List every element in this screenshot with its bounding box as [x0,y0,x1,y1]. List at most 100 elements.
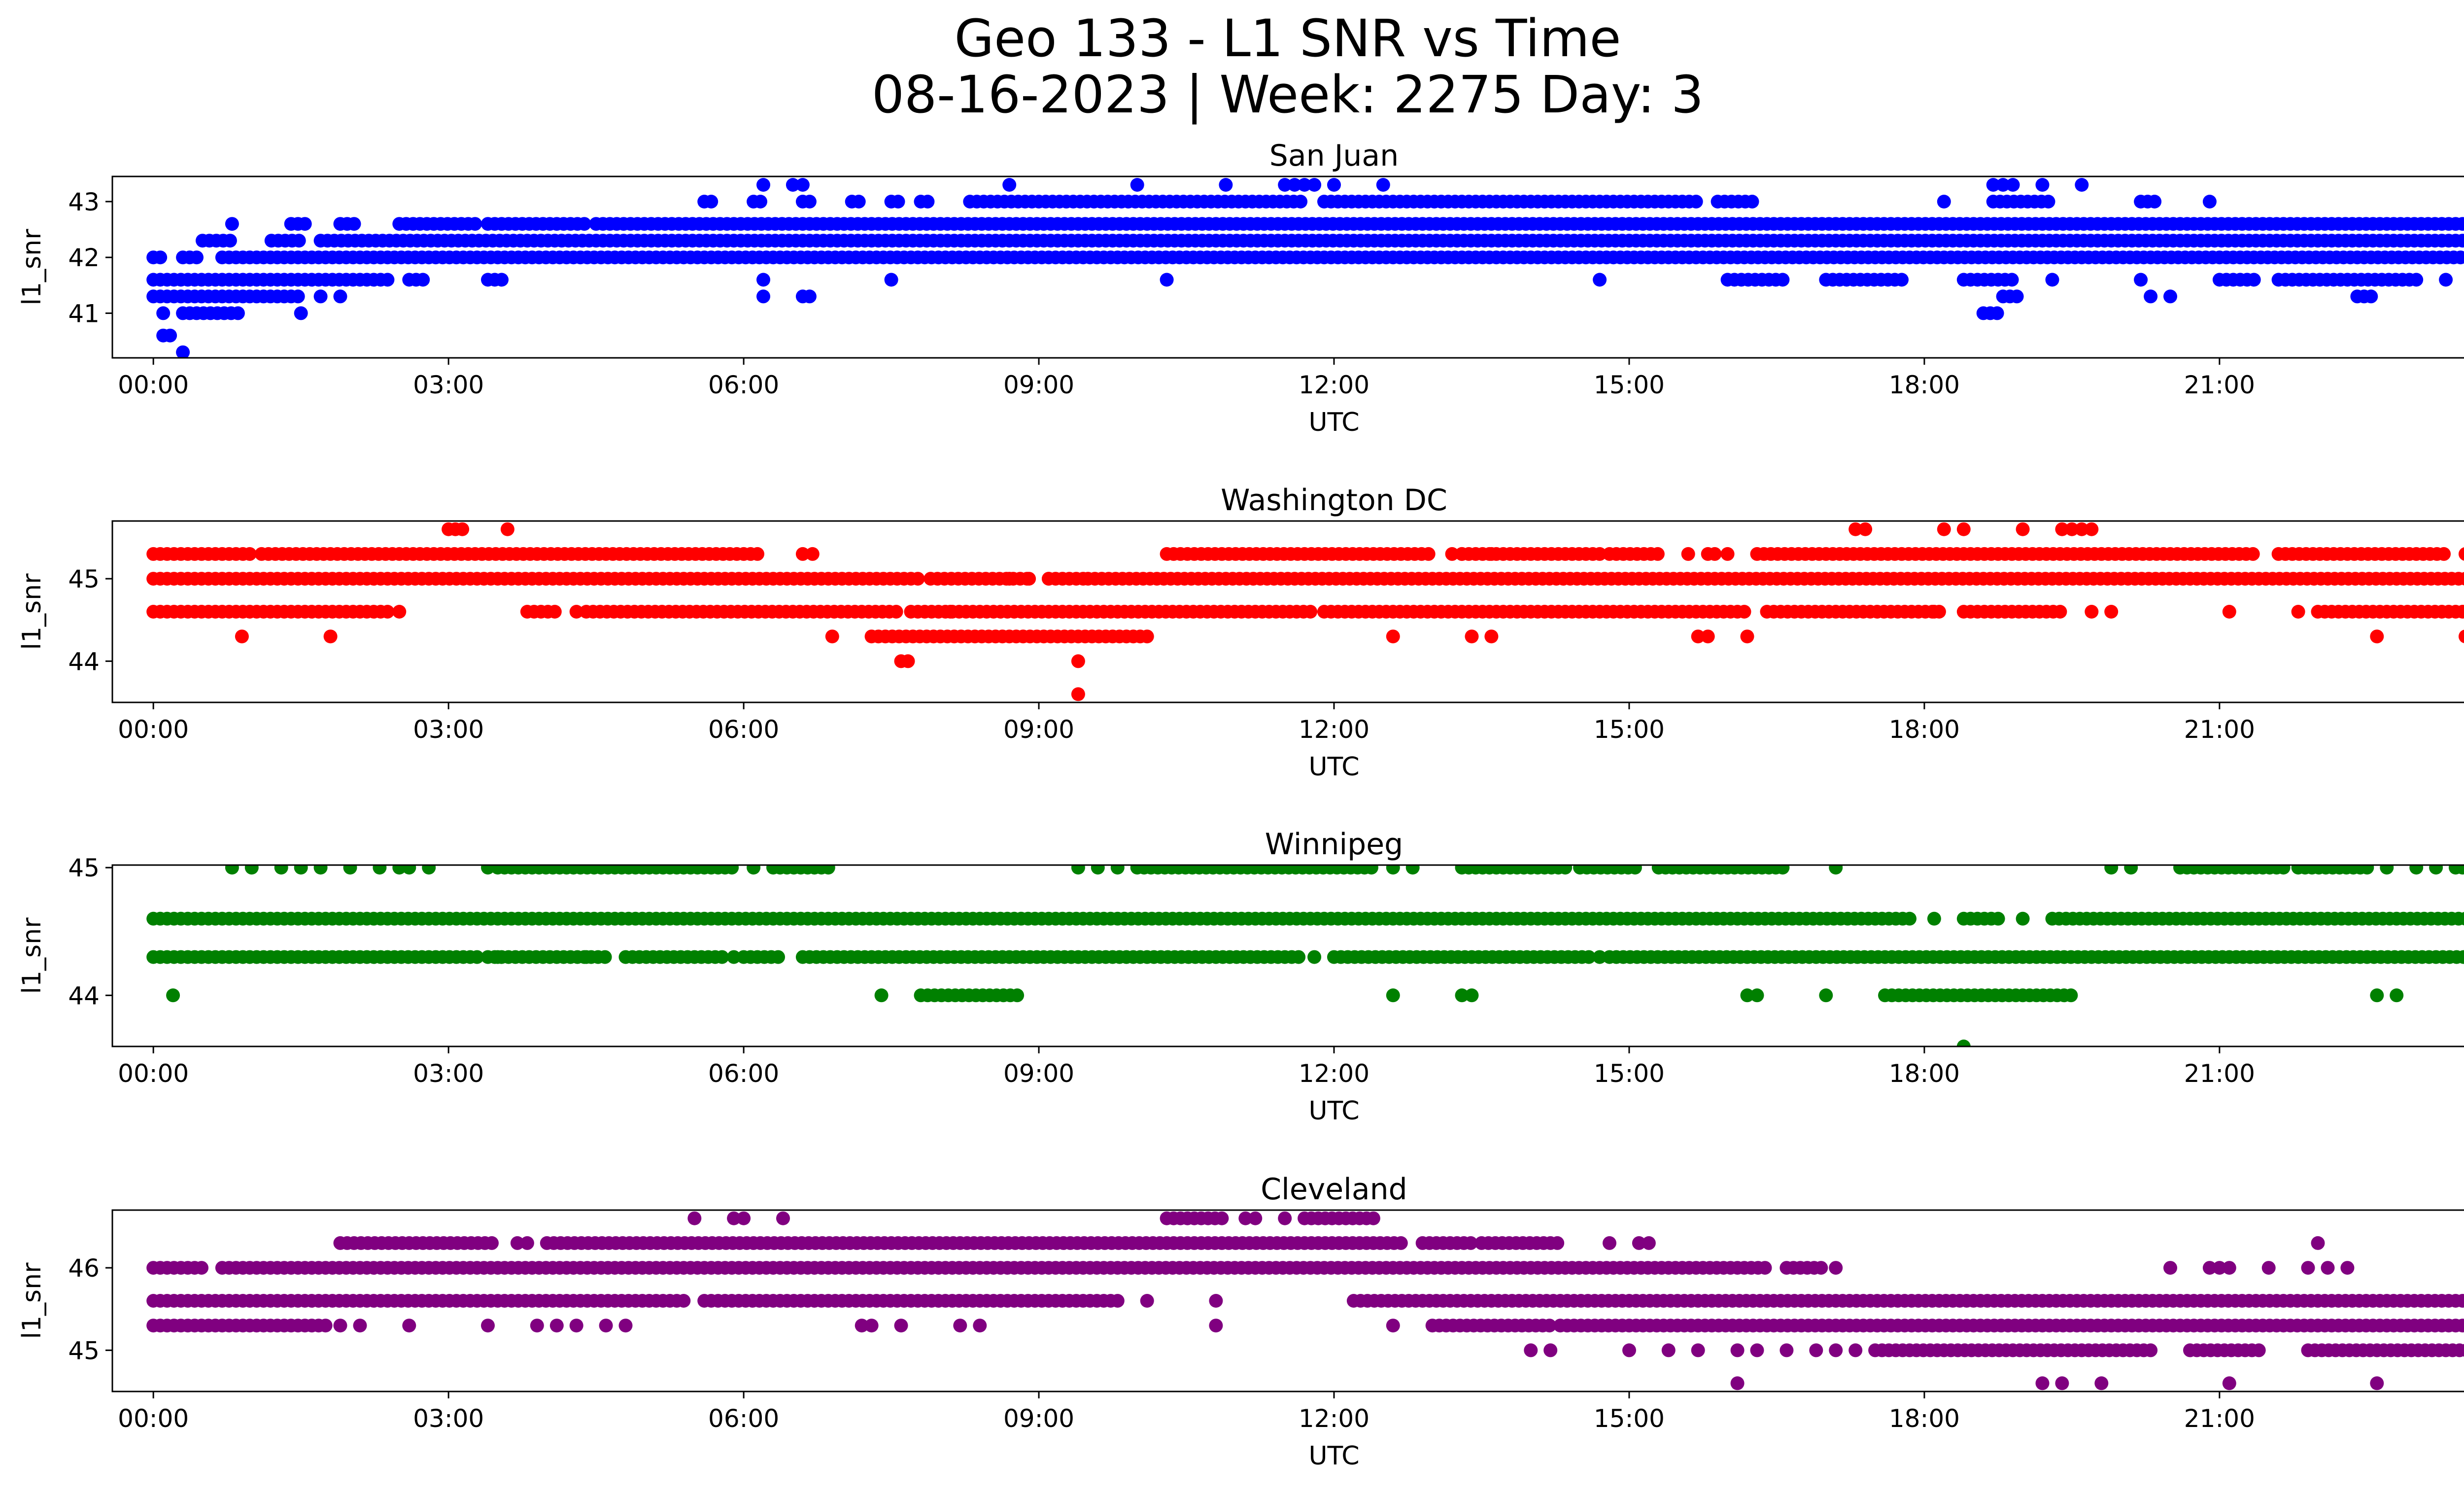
data-point [802,195,817,209]
subplot-title: San Juan [1269,139,1399,173]
data-point [2212,1261,2226,1275]
data-point [1750,988,1764,1003]
data-point [1327,178,1341,192]
data-point [2456,1294,2464,1308]
data-point [2463,1321,2464,1330]
data-point [677,1294,691,1308]
data-point [891,195,905,209]
series-points [146,522,2464,701]
data-point [1990,306,2004,320]
data-point [1829,1261,1843,1275]
data-point [1937,195,1951,209]
data-point [2104,865,2119,875]
data-point [1622,1343,1636,1357]
data-point [1991,911,2005,926]
data-point [751,547,764,561]
data-point [2075,522,2089,536]
x-tick-label: 12:00 [1299,371,1369,399]
data-point [1543,1343,1558,1357]
data-point [2104,605,2119,619]
data-point [1593,547,1607,561]
data-point [852,195,866,209]
data-point [1937,522,1951,536]
data-point [2409,865,2424,875]
data-point [1740,629,1754,644]
data-point [2148,195,2162,209]
data-point [2222,1376,2236,1391]
data-point [1160,273,1174,287]
x-tick-label: 03:00 [413,715,484,744]
x-tick-label: 12:00 [1299,1059,1369,1088]
data-point [2463,607,2464,616]
data-point [1691,629,1705,644]
data-point [416,273,430,287]
data-point [1010,988,1025,1003]
data-point [291,289,305,304]
x-tick-label: 15:00 [1594,371,1665,399]
data-point [292,234,306,248]
data-point [1582,950,1596,964]
data-point [1209,1294,1223,1308]
data-point [313,289,328,304]
data-point [548,605,562,619]
data-point [294,865,308,875]
data-point [190,250,204,265]
data-point [1110,1294,1125,1308]
data-point [1814,1261,1828,1275]
data-point [481,865,495,875]
data-point [313,865,328,875]
data-point [1750,1343,1764,1357]
data-point [2144,1343,2158,1357]
x-tick-label: 18:00 [1889,371,1960,399]
data-point [2456,234,2464,248]
subplot-title: Washington DC [1221,483,1447,518]
data-point [2370,988,2384,1003]
data-point [1445,547,1459,561]
data-point [1484,547,1499,561]
data-point [1996,178,2010,192]
x-tick-label: 12:00 [1299,1404,1369,1433]
data-point [864,1319,879,1333]
data-point [244,865,259,875]
data-point [889,605,903,619]
data-point [1628,865,1642,875]
data-point [1642,1236,1656,1250]
data-point [223,234,237,248]
data-point [753,195,767,209]
data-point [491,950,505,964]
subplot-washington-dc: 00:00 03:00 06:00 09:00 12:00 15:00 18:00 21:00… [17,483,2464,782]
x-tick-label: 18:00 [1889,715,1960,744]
data-point [530,1319,544,1333]
data-point [1294,195,1308,209]
data-point [1895,273,1909,287]
data-point [2463,219,2464,228]
data-point [2085,522,2099,536]
data-point [921,195,935,209]
data-point [704,195,719,209]
data-point [1927,911,1941,926]
data-point [2065,522,2079,536]
data-point [1776,865,1790,875]
data-point [1394,1236,1408,1250]
data-point [2321,1261,2335,1275]
data-point [2016,522,2030,536]
data-point [2134,273,2148,287]
data-point [2006,178,2020,192]
x-tick-label: 18:00 [1889,1059,1960,1088]
data-point [2439,273,2453,287]
data-point [1524,1343,1538,1357]
data-point [402,1319,416,1333]
data-point [2291,605,2305,619]
data-point [294,306,308,320]
data-point [1740,988,1754,1003]
data-point [953,1319,967,1333]
data-point [156,306,171,320]
data-point [2094,1376,2109,1391]
data-point [2163,1261,2177,1275]
data-point [2463,236,2464,245]
x-tick-label: 15:00 [1594,1404,1665,1433]
data-point [422,865,436,875]
data-point [333,289,347,304]
y-tick-label: 45 [68,1336,100,1365]
